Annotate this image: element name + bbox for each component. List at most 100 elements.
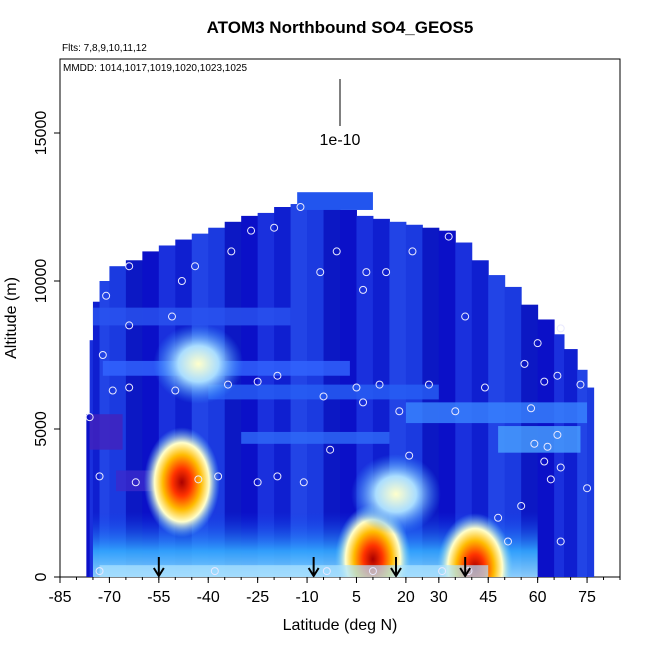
heat-column — [577, 369, 588, 577]
sample-point — [171, 386, 180, 395]
x-tick-label: 20 — [397, 589, 415, 606]
sample-point — [553, 430, 562, 439]
x-tick-label: -85 — [48, 589, 71, 606]
sample-point — [444, 232, 453, 241]
heat-hotspot — [437, 513, 514, 577]
sample-point — [583, 484, 592, 493]
sample-point — [424, 380, 433, 389]
sample-point — [253, 377, 262, 386]
sample-point — [556, 537, 565, 546]
sample-point — [375, 380, 384, 389]
heat-column — [125, 260, 143, 577]
sample-point — [98, 351, 107, 359]
sample-point — [543, 442, 552, 451]
chart-title: ATOM3 Northbound SO4_GEOS5 — [207, 18, 474, 37]
heat-band — [92, 307, 291, 326]
sample-point — [533, 339, 542, 348]
sample-point — [273, 371, 282, 380]
sample-point — [125, 262, 134, 271]
scale-label: 1e-10 — [320, 132, 361, 149]
sample-point — [504, 537, 512, 546]
heat-hotspot — [351, 454, 441, 535]
sample-point — [299, 478, 308, 487]
sample-point — [517, 501, 526, 510]
heat-hotspot — [143, 427, 220, 538]
sample-point — [108, 386, 117, 395]
sample-point — [214, 472, 223, 481]
heat-band — [498, 426, 581, 453]
sample-point — [408, 247, 417, 256]
sample-point — [224, 380, 232, 389]
sample-point — [546, 475, 555, 484]
sample-point — [194, 475, 203, 484]
sample-point — [362, 268, 371, 277]
sample-points — [85, 203, 592, 576]
sample-point — [530, 439, 539, 448]
sample-point — [480, 383, 489, 392]
sample-point — [332, 247, 341, 256]
sample-point — [368, 567, 377, 576]
heat-column — [564, 349, 578, 577]
heatmap-field — [86, 192, 595, 577]
y-axis-label: Altitude (m) — [3, 277, 20, 359]
sample-point — [359, 398, 368, 407]
x-tick-label: -10 — [295, 589, 318, 606]
sample-point — [125, 383, 134, 392]
sample-point — [405, 451, 414, 460]
sample-point — [95, 472, 104, 481]
sample-point — [270, 223, 279, 232]
sample-point — [576, 380, 585, 389]
x-tick-label: 75 — [578, 589, 596, 606]
heat-column — [587, 387, 595, 577]
y-tick-label: 0 — [33, 572, 50, 581]
x-axis: -85 -70 -55 -40 -25 -10 5 20 30 45 60 75 — [48, 577, 621, 606]
sample-point — [553, 371, 562, 380]
sample-point — [296, 203, 305, 211]
flight-arrows — [152, 557, 472, 578]
x-tick-label: -55 — [147, 589, 170, 606]
y-tick-label: 5000 — [33, 411, 50, 447]
heat-band — [208, 384, 439, 400]
sample-point — [316, 268, 325, 277]
sample-point — [247, 226, 256, 235]
sample-point — [131, 478, 140, 487]
sample-point — [322, 567, 331, 576]
sample-point — [227, 247, 236, 256]
sample-point — [520, 359, 529, 368]
sample-point — [168, 312, 176, 321]
heat-band — [89, 414, 123, 450]
heat-column — [554, 334, 565, 577]
sample-point — [540, 377, 549, 386]
sample-point — [319, 392, 328, 401]
sample-point — [556, 324, 565, 333]
flight-arrow-head — [307, 567, 320, 578]
heat-cap — [297, 192, 373, 210]
sample-point — [85, 413, 94, 422]
sample-point — [326, 445, 335, 454]
heat-band — [241, 431, 390, 444]
heat-column — [89, 340, 94, 577]
heat-column — [86, 414, 91, 577]
x-tick-label: 5 — [352, 589, 361, 606]
sample-point — [102, 291, 111, 300]
sample-point — [461, 312, 470, 321]
sample-point — [556, 463, 565, 472]
flight-arrow-head — [152, 567, 165, 578]
sample-point — [438, 567, 447, 576]
heat-column — [488, 275, 506, 577]
x-tick-label: -40 — [197, 589, 220, 606]
sample-point — [494, 513, 503, 522]
heat-band — [405, 402, 588, 424]
sample-point — [527, 404, 536, 413]
sample-point — [382, 268, 391, 277]
dates-note: MMDD: 1014,1017,1019,1020,1023,1025 — [63, 63, 247, 74]
x-axis-label: Latitude (deg N) — [283, 617, 398, 634]
sample-point — [359, 285, 368, 294]
sample-point — [210, 567, 219, 576]
sample-point — [95, 567, 104, 576]
x-tick-label: -70 — [98, 589, 121, 606]
y-axis: 0 5000 10000 15000 — [33, 111, 60, 581]
sample-point — [451, 407, 460, 416]
x-tick-label: 60 — [529, 589, 547, 606]
